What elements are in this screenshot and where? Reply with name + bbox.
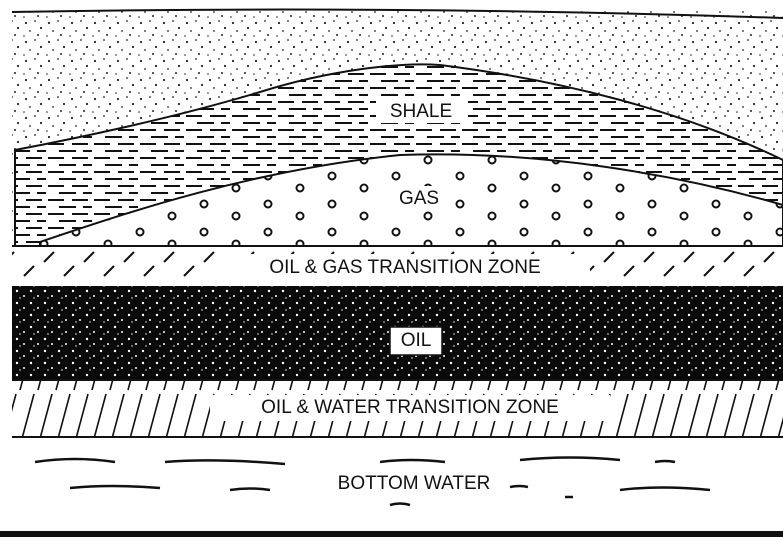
reservoir-diagram: SHALE GAS OIL & GAS TRANSITION ZONE OIL …: [0, 0, 783, 537]
gas-label: GAS: [399, 188, 439, 209]
oil-label: OIL: [401, 330, 432, 351]
bottom-bar: [0, 531, 783, 537]
oil-water-zone-label: OIL & WATER TRANSITION ZONE: [261, 397, 559, 418]
oil-gas-zone-label: OIL & GAS TRANSITION ZONE: [269, 257, 540, 278]
bottom-water-label: BOTTOM WATER: [338, 473, 491, 494]
shale-label: SHALE: [390, 101, 452, 122]
